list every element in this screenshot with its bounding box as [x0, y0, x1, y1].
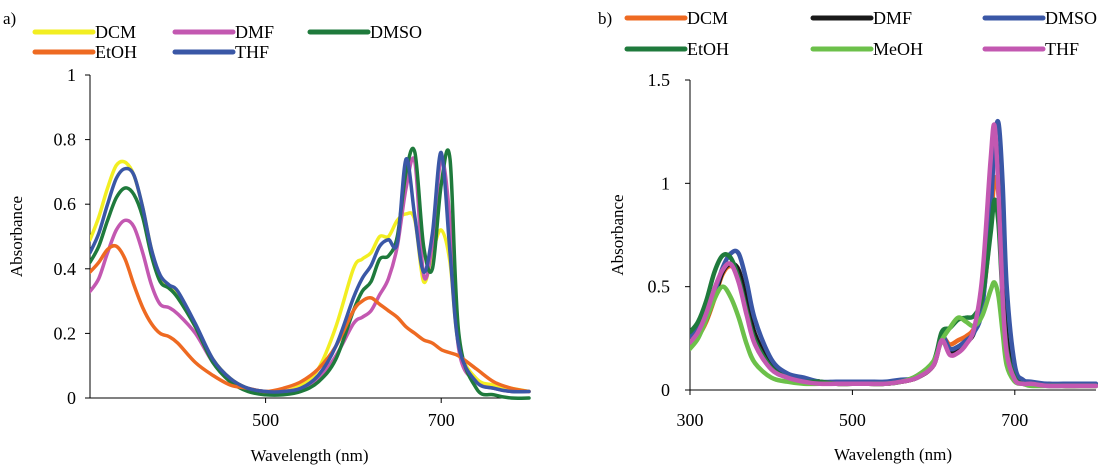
y-tick-label: 0.2 [54, 323, 77, 343]
legend-label-etoh: EtOH [687, 39, 729, 59]
panel-label-b: b) [598, 9, 612, 28]
legend-label-dmso: DMSO [1045, 8, 1097, 28]
series-line-dmso [90, 146, 531, 400]
y-tick-label: 0.5 [648, 277, 671, 297]
y-tick-label: 0.8 [54, 130, 77, 150]
y-tick-label: 1 [661, 173, 670, 193]
legend-label-etoh: EtOH [95, 42, 137, 62]
y-tick-label: 0 [67, 388, 76, 408]
series-line-thf [90, 150, 531, 394]
x-tick-label: 300 [677, 410, 704, 430]
panel-label-a: a) [3, 9, 16, 28]
legend-label-dmf: DMF [235, 22, 274, 42]
y-tick-label: 1.5 [648, 70, 671, 90]
x-axis-label: Wavelength (nm) [250, 446, 368, 465]
y-axis-label: Absorbance [608, 194, 627, 275]
chart-panel-b: b) 0 0.5 1 1.5 300 500 700 Wavelength (nm) Absor… [598, 8, 1098, 464]
x-tick-label: 700 [428, 410, 455, 430]
legend-label-dcm: DCM [95, 22, 136, 42]
legend-label-dcm: DCM [687, 8, 728, 28]
legend-label-dmf: DMF [873, 8, 912, 28]
x-tick-label: 500 [839, 410, 866, 430]
series-line-etoh [90, 243, 531, 394]
legend-label-thf: THF [1045, 39, 1079, 59]
legend-label-dmso: DMSO [370, 22, 422, 42]
x-tick-label: 500 [252, 410, 279, 430]
legend-label-thf: THF [235, 42, 269, 62]
series-line-thf [690, 122, 1098, 389]
series-line-dmso [690, 119, 1098, 387]
y-tick-label: 0.4 [54, 259, 77, 279]
x-axis-label: Wavelength (nm) [834, 445, 952, 464]
y-tick-label: 0 [661, 380, 670, 400]
x-tick-label: 700 [1001, 410, 1028, 430]
y-axis-label: Absorbance [7, 196, 26, 277]
legend-label-meoh: MeOH [873, 39, 923, 59]
y-tick-label: 0.6 [54, 194, 77, 214]
series-line-dmf [690, 138, 1098, 389]
y-tick-label: 1 [67, 65, 76, 85]
chart-panel-a: a) 0 0.2 0.4 0.6 0.8 1 500 700 Wavelength (nm) Ab… [3, 9, 531, 465]
